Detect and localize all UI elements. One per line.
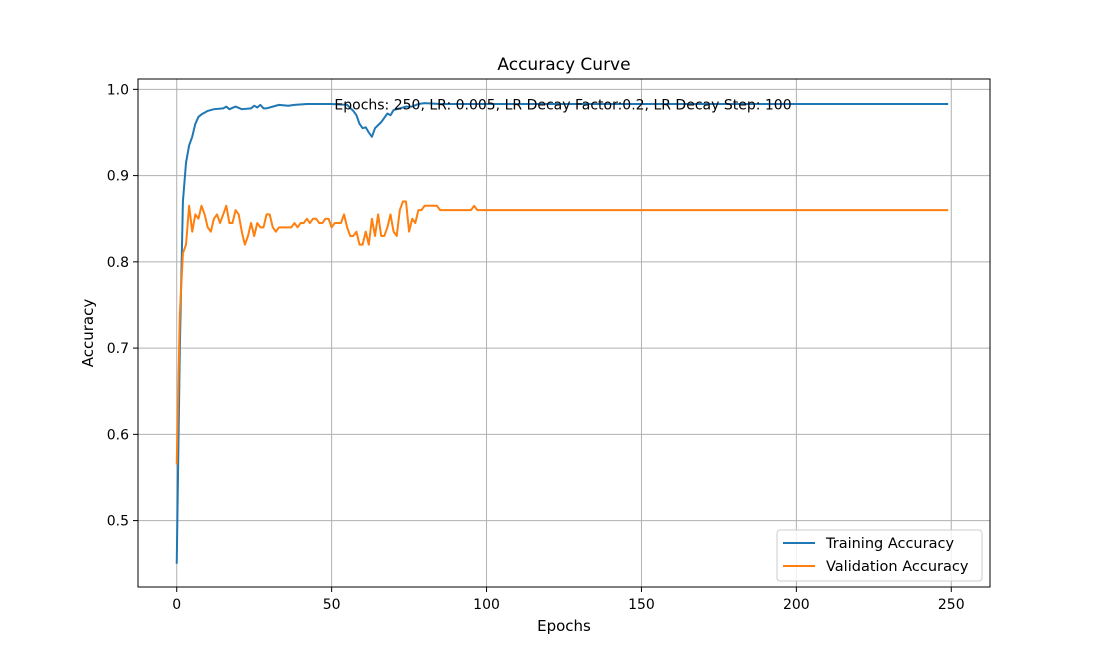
- legend-label-validation: Validation Accuracy: [826, 559, 969, 575]
- x-tick-label: 200: [783, 597, 810, 613]
- legend-box: [776, 529, 983, 582]
- plot-frame: [137, 78, 991, 588]
- legend: Training Accuracy Validation Accuracy: [776, 529, 983, 582]
- x-tick-label: 50: [323, 597, 341, 613]
- x-tick-label: 0: [172, 597, 181, 613]
- chart-annotation: Epochs: 250, LR: 0.005, LR Decay Factor:…: [334, 97, 791, 113]
- y-tick-label: 0.8: [107, 255, 129, 271]
- validation-accuracy-line: [175, 200, 949, 465]
- grid-lines: [138, 79, 990, 587]
- training-accuracy-line: [175, 102, 949, 564]
- x-tick-label: 100: [473, 597, 500, 613]
- chart-title: Accuracy Curve: [497, 55, 630, 75]
- x-axis-label: Epochs: [537, 617, 591, 635]
- legend-label-training: Training Accuracy: [825, 536, 954, 552]
- x-tick-label: 150: [628, 597, 655, 613]
- y-tick-label: 0.9: [107, 169, 129, 185]
- y-tick-label: 1.0: [107, 82, 129, 98]
- axis-ticks: 0 50 100 150 200 250 0.5 0.6 0.7 0.8 0.9 1.0: [107, 82, 965, 613]
- y-axis-label: Accuracy: [79, 299, 97, 368]
- y-tick-label: 0.7: [107, 341, 129, 357]
- series-layer: [175, 102, 949, 564]
- y-tick-label: 0.5: [107, 514, 129, 530]
- y-tick-label: 0.6: [107, 427, 129, 443]
- x-tick-label: 250: [938, 597, 965, 613]
